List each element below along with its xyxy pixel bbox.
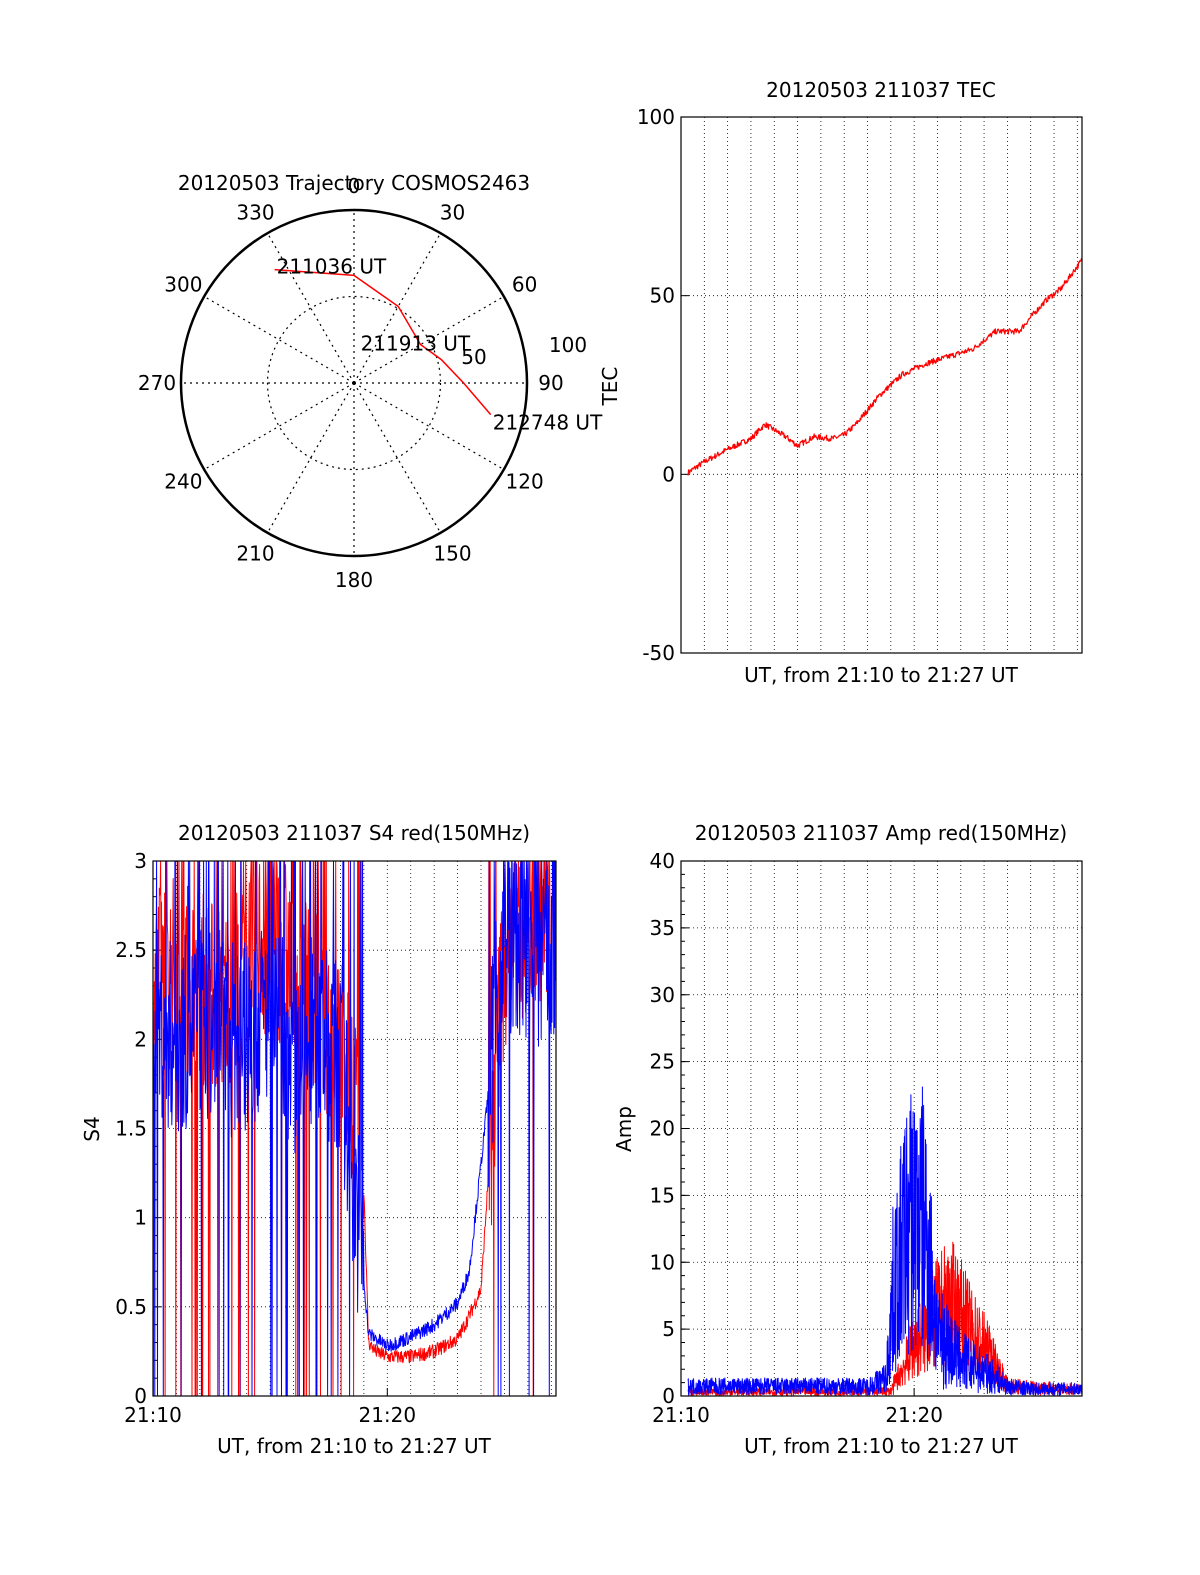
y-tick-label: 3	[134, 849, 147, 873]
polar-trajectory-track: 211036 UT 211913 UT 212748 UT	[274, 255, 603, 435]
y-tick-label: 2.5	[115, 938, 147, 962]
polar-spoke	[266, 382, 355, 534]
polar-title: 20120503 Trajectory COSMOS2463	[178, 171, 530, 195]
x-tick-label: 21:10	[124, 1403, 182, 1427]
plot-frame	[680, 116, 1083, 654]
tec-ylabel: TEC	[598, 367, 622, 407]
amp-ylabel: Amp	[612, 1106, 636, 1152]
y-tick-label: 0	[662, 462, 675, 486]
trajectory-time-label: 212748 UT	[493, 411, 603, 435]
polar-spoke	[266, 232, 355, 384]
polar-spoke	[203, 295, 355, 384]
polar-radial-label: 50	[461, 345, 486, 369]
polar-spoke	[353, 295, 505, 384]
polar-angle-label: 270	[138, 371, 176, 395]
x-tick-label: 21:20	[358, 1403, 416, 1427]
y-tick-label: 20	[650, 1117, 675, 1141]
polar-radial-label: 100	[549, 333, 587, 357]
series-line	[687, 258, 1083, 476]
polar-outer-circle	[179, 208, 529, 558]
polar-grid	[179, 208, 529, 558]
y-tick-label: 35	[650, 916, 675, 940]
polar-angle-label: 150	[433, 542, 471, 566]
y-tick-label: 30	[650, 983, 675, 1007]
x-tick-label: 21:10	[652, 1403, 710, 1427]
tec-panel: 20120503 211037 TEC UT, from 21:10 to 21…	[598, 78, 1083, 687]
y-tick-label: 1	[134, 1206, 147, 1230]
polar-spoke	[353, 382, 442, 534]
tec-xlabel: UT, from 21:10 to 21:27 UT	[744, 663, 1019, 687]
polar-angle-label: 330	[236, 200, 274, 224]
s4-xlabel: UT, from 21:10 to 21:27 UT	[217, 1434, 492, 1458]
polar-angle-label: 120	[506, 470, 544, 494]
series-line	[687, 1086, 1083, 1396]
y-tick-label: 100	[637, 105, 675, 129]
polar-angle-label: 210	[236, 542, 274, 566]
polar-angle-label: 180	[335, 568, 373, 592]
s4-ylabel: S4	[80, 1116, 104, 1141]
amp-plot-area: 0 5 10 15 20 25 30 35 40 21:10 21:20	[650, 849, 1083, 1427]
polar-angle-label: 30	[440, 200, 465, 224]
polar-angle-labels: 0 30 60 90 120 150 180 210 240 270 300 330	[138, 174, 564, 592]
series-line	[152, 860, 557, 1397]
polar-spoke	[353, 382, 505, 471]
y-tick-label: 50	[650, 284, 675, 308]
polar-spoke	[203, 382, 355, 471]
s4-title: 20120503 211037 S4 red(150MHz)	[178, 821, 530, 845]
polar-angle-label: 60	[512, 273, 537, 297]
tec-title: 20120503 211037 TEC	[766, 78, 996, 102]
y-tick-label: 40	[650, 849, 675, 873]
polar-angle-label: 0	[348, 174, 361, 198]
trajectory-time-label: 211036 UT	[277, 255, 387, 279]
polar-angle-label: 300	[164, 273, 202, 297]
amp-xlabel: UT, from 21:10 to 21:27 UT	[744, 1434, 1019, 1458]
y-tick-label: -50	[642, 641, 675, 665]
polar-radial-labels: 50 100	[461, 333, 587, 369]
y-tick-label: 25	[650, 1050, 675, 1074]
polar-spoke	[353, 232, 442, 384]
s4-plot-area: 0 0.5 1 1.5 2 2.5 3 21:10 21:20	[115, 849, 557, 1427]
y-tick-label: 15	[650, 1183, 675, 1207]
trajectory-line	[274, 268, 492, 416]
polar-angle-label: 90	[538, 371, 563, 395]
s4-panel: 20120503 211037 S4 red(150MHz) UT, from …	[80, 821, 557, 1458]
y-tick-label: 10	[650, 1250, 675, 1274]
polar-trajectory-panel: 20120503 Trajectory COSMOS2463 0 30 60 90 12…	[138, 171, 603, 592]
y-tick-label: 0	[662, 1384, 675, 1408]
amp-title: 20120503 211037 Amp red(150MHz)	[695, 821, 1067, 845]
polar-ring-50	[266, 295, 442, 471]
y-tick-label: 2	[134, 1027, 147, 1051]
y-tick-label: 0	[134, 1384, 147, 1408]
polar-angle-label: 240	[164, 470, 202, 494]
x-tick-label: 21:20	[885, 1403, 943, 1427]
y-tick-label: 5	[662, 1317, 675, 1341]
y-tick-label: 1.5	[115, 1117, 147, 1141]
y-tick-label: 0.5	[115, 1295, 147, 1319]
tec-plot-area: -50 0 50 100	[637, 105, 1083, 665]
plot-frame	[152, 860, 557, 1397]
plot-frame	[680, 860, 1083, 1397]
amp-panel: 20120503 211037 Amp red(150MHz) UT, from…	[612, 821, 1083, 1458]
trajectory-time-label: 211913 UT	[361, 332, 471, 356]
